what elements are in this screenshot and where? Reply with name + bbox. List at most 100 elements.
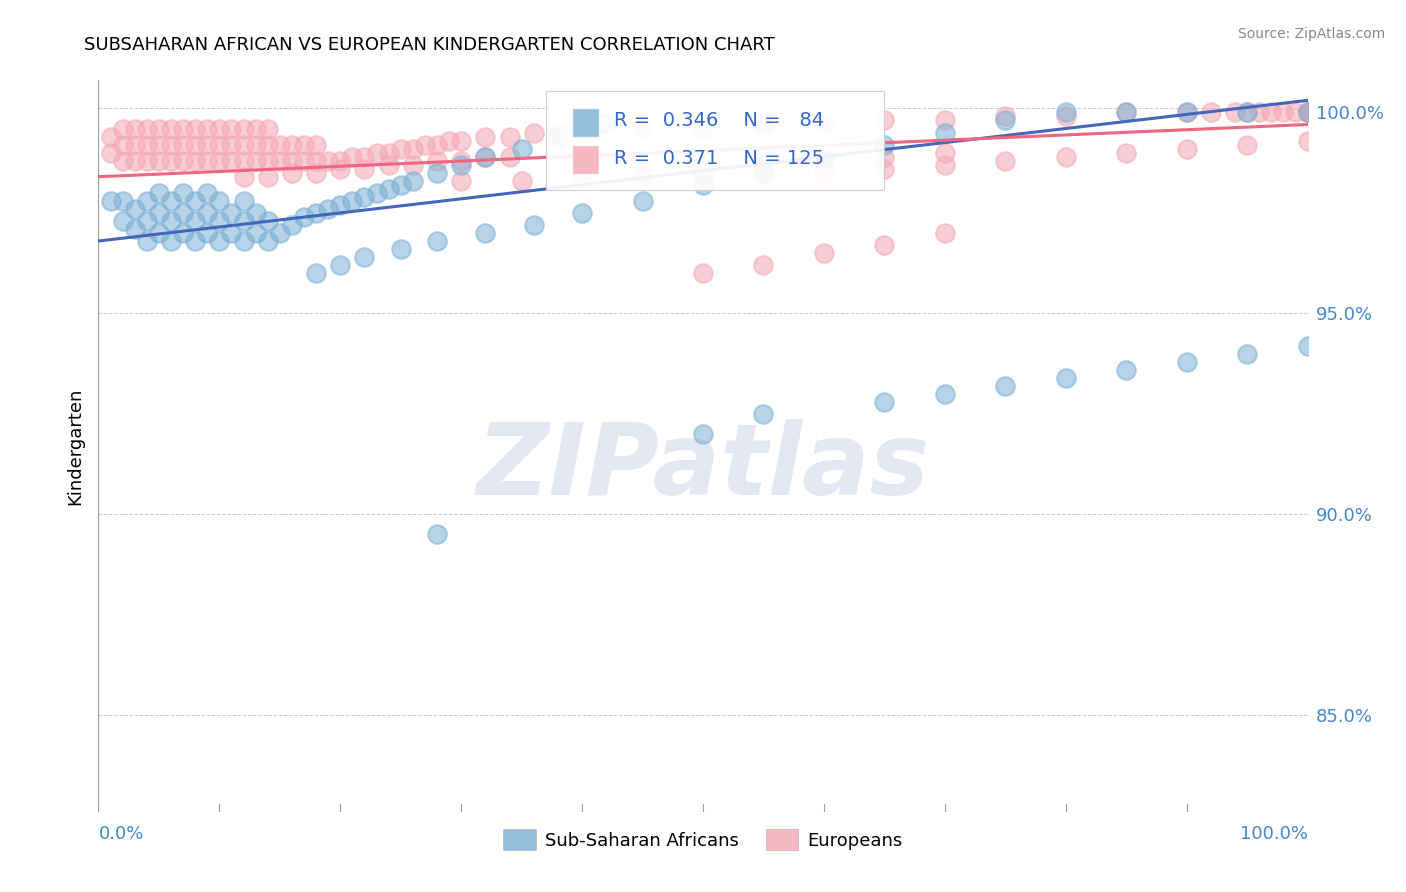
Point <box>184 234 207 248</box>
Point <box>305 153 328 168</box>
Point <box>148 186 170 200</box>
Point <box>256 153 278 168</box>
Point <box>124 202 146 216</box>
Point <box>305 166 328 180</box>
Point <box>1236 346 1258 360</box>
Point <box>426 153 449 168</box>
Point <box>752 166 775 180</box>
Point <box>111 214 134 228</box>
Point <box>389 142 412 156</box>
Point <box>208 234 231 248</box>
Point <box>148 153 170 168</box>
Point <box>160 214 183 228</box>
Point <box>523 218 546 232</box>
Point <box>172 186 194 200</box>
Point <box>208 153 231 168</box>
Point <box>498 129 520 144</box>
Point <box>474 150 496 164</box>
Text: R =  0.346    N =   84: R = 0.346 N = 84 <box>613 111 824 130</box>
Point <box>1296 105 1319 120</box>
Point <box>353 161 375 176</box>
Point <box>184 214 207 228</box>
Point <box>994 153 1017 168</box>
Point <box>571 206 593 220</box>
Point <box>1199 105 1222 120</box>
Point <box>184 137 207 152</box>
Point <box>221 137 243 152</box>
Point <box>111 121 134 136</box>
Point <box>1115 105 1137 120</box>
Point <box>692 161 714 176</box>
FancyBboxPatch shape <box>546 91 884 190</box>
Point <box>1296 105 1319 120</box>
Point <box>195 121 218 136</box>
Point <box>160 137 183 152</box>
Point <box>160 234 183 248</box>
Point <box>184 194 207 208</box>
Point <box>172 226 194 240</box>
Point <box>172 121 194 136</box>
Point <box>148 121 170 136</box>
Point <box>402 142 425 156</box>
Legend: Sub-Saharan Africans, Europeans: Sub-Saharan Africans, Europeans <box>496 822 910 857</box>
Point <box>873 238 896 252</box>
Point <box>100 129 122 144</box>
Point <box>450 158 472 172</box>
Point <box>245 226 267 240</box>
Point <box>1296 105 1319 120</box>
Point <box>934 226 956 240</box>
Point <box>631 166 654 180</box>
Point <box>195 153 218 168</box>
Point <box>474 129 496 144</box>
Point <box>571 169 593 184</box>
Point <box>281 137 304 152</box>
Point <box>1272 105 1295 120</box>
Point <box>221 226 243 240</box>
Point <box>256 234 278 248</box>
Point <box>402 174 425 188</box>
Point <box>111 153 134 168</box>
Point <box>994 378 1017 392</box>
Point <box>208 121 231 136</box>
Point <box>1296 338 1319 352</box>
Point <box>269 226 291 240</box>
Point <box>692 178 714 192</box>
Point <box>124 222 146 236</box>
Point <box>1054 150 1077 164</box>
Point <box>1296 105 1319 120</box>
Text: 0.0%: 0.0% <box>98 825 143 843</box>
Point <box>100 194 122 208</box>
Point <box>1054 105 1077 120</box>
Point <box>631 194 654 208</box>
Point <box>245 137 267 152</box>
Point <box>232 121 254 136</box>
Point <box>523 126 546 140</box>
Point <box>184 153 207 168</box>
Point <box>245 121 267 136</box>
Point <box>195 226 218 240</box>
Point <box>595 118 617 132</box>
Point <box>1236 137 1258 152</box>
Point <box>329 161 352 176</box>
Point <box>1115 362 1137 376</box>
Point <box>135 121 157 136</box>
Point <box>160 153 183 168</box>
Point <box>353 190 375 204</box>
Point <box>389 242 412 256</box>
Point <box>124 137 146 152</box>
Point <box>160 194 183 208</box>
Point <box>377 182 399 196</box>
Point <box>450 174 472 188</box>
Point <box>329 258 352 272</box>
Point <box>498 150 520 164</box>
Point <box>377 145 399 160</box>
Point <box>292 137 315 152</box>
Point <box>195 206 218 220</box>
FancyBboxPatch shape <box>572 108 599 137</box>
Point <box>232 169 254 184</box>
Point <box>124 121 146 136</box>
Text: SUBSAHARAN AFRICAN VS EUROPEAN KINDERGARTEN CORRELATION CHART: SUBSAHARAN AFRICAN VS EUROPEAN KINDERGAR… <box>84 36 775 54</box>
Point <box>342 150 364 164</box>
Point <box>752 166 775 180</box>
Point <box>934 145 956 160</box>
